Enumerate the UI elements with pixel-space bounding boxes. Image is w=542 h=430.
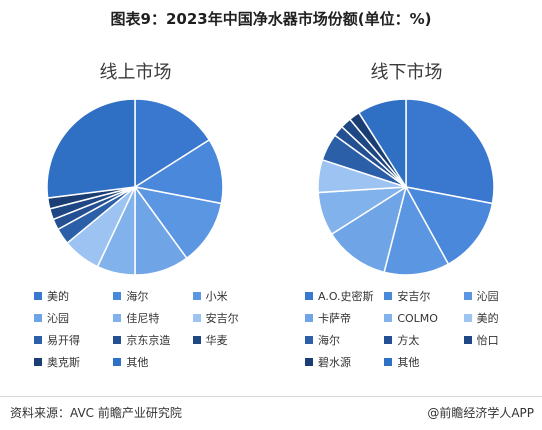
legend-item: 美的 — [463, 310, 535, 326]
legend-label: 易开得 — [47, 334, 80, 347]
legend-item: 海尔 — [113, 288, 184, 304]
legend-item: 其他 — [113, 354, 184, 370]
pie-slice-0-0 — [134, 98, 211, 189]
legend-label: 佳尼特 — [126, 312, 160, 325]
legend-swatch — [113, 358, 122, 366]
legend-item: 小米 — [192, 288, 264, 304]
legend-item: 安吉尔 — [192, 310, 264, 326]
legend-label: 碧水源 — [318, 356, 351, 369]
legend-item: COLMO — [384, 310, 455, 326]
legend-swatch — [305, 292, 313, 300]
legend-swatch — [305, 314, 313, 322]
online-pie-chart — [46, 98, 224, 276]
legend-swatch — [113, 314, 122, 322]
online-legend: 美的 海尔 小米沁园 佳尼特 安吉尔易开得 京东京造 华麦奥克斯 其他 — [34, 288, 264, 370]
legend-label: 华麦 — [205, 334, 228, 347]
pie-slice-1-0 — [405, 98, 495, 205]
pie-slice-0-10 — [46, 98, 136, 199]
pie-slice-1-3 — [330, 185, 408, 274]
offline-pie-chart — [317, 98, 495, 276]
offline-legend: A.O.史密斯 安吉尔 沁园卡萨帝 COLMO 美的海尔 方太 怡口碧水源 其他 — [305, 288, 535, 370]
online-pie-title: 线上市场 — [99, 62, 172, 83]
legend-item: 沁园 — [34, 310, 105, 326]
legend-label: 海尔 — [318, 334, 340, 347]
legend-swatch — [34, 358, 42, 366]
legend-label: 京东京造 — [126, 334, 171, 347]
offline-pie-title: 线下市场 — [370, 62, 443, 83]
legend-item: 海尔 — [305, 332, 376, 348]
legend-swatch — [384, 336, 393, 344]
legend-label: 海尔 — [126, 290, 149, 303]
legend-swatch — [384, 292, 393, 300]
legend-swatch — [113, 292, 122, 300]
legend-item: 碧水源 — [305, 354, 376, 370]
legend-swatch — [113, 336, 122, 344]
pie-slice-1-2 — [383, 184, 450, 276]
online-market-panel: 线上市场 美的 海尔 小米沁园 佳尼特 安吉尔易开得 京东京造 华麦奥克斯 其他 — [0, 52, 271, 382]
legend-swatch — [463, 292, 472, 300]
legend-swatch — [305, 358, 313, 366]
legend-label: A.O.史密斯 — [318, 290, 374, 303]
pie-slice-0-1 — [132, 138, 224, 205]
legend-item: A.O.史密斯 — [305, 288, 376, 304]
legend-label: 美的 — [47, 290, 69, 303]
legend-label: 怡口 — [476, 334, 499, 347]
legend-swatch — [34, 292, 42, 300]
offline-market-panel: 线下市场 A.O.史密斯 安吉尔 沁园卡萨帝 COLMO 美的海尔 方太 怡口碧水源 其他 — [271, 52, 542, 382]
legend-label: 奥克斯 — [47, 356, 80, 369]
legend-label: 其他 — [397, 356, 420, 369]
legend-label: COLMO — [397, 311, 438, 325]
pie-slice-1-1 — [404, 185, 494, 266]
legend-item: 美的 — [34, 288, 105, 304]
source-text: 资料来源：AVC 前瞻产业研究院 — [10, 406, 182, 420]
legend-label: 其他 — [126, 356, 149, 369]
legend-item: 京东京造 — [113, 332, 184, 348]
legend-item: 华麦 — [192, 332, 264, 348]
legend-item: 沁园 — [463, 288, 535, 304]
legend-swatch — [384, 358, 393, 366]
legend-swatch — [192, 314, 201, 322]
pie-slice-1-10 — [357, 98, 407, 190]
legend-swatch — [34, 336, 42, 344]
legend-swatch — [34, 314, 42, 322]
legend-label: 卡萨帝 — [318, 312, 351, 325]
legend-item: 奥克斯 — [34, 354, 105, 370]
brand-text: @前瞻经济学人APP — [427, 406, 534, 420]
legend-item: 佳尼特 — [113, 310, 184, 326]
legend-label: 安吉尔 — [397, 290, 431, 303]
footer: 资料来源：AVC 前瞻产业研究院 @前瞻经济学人APP — [0, 396, 542, 423]
legend-label: 小米 — [205, 290, 228, 303]
legend-label: 方太 — [397, 334, 420, 347]
legend-label: 美的 — [476, 312, 499, 325]
legend-swatch — [192, 292, 201, 300]
legend-item: 易开得 — [34, 332, 105, 348]
legend-item: 安吉尔 — [384, 288, 455, 304]
legend-item: 怡口 — [463, 332, 535, 348]
legend-label: 安吉尔 — [205, 312, 239, 325]
legend-swatch — [463, 314, 472, 322]
pie-slice-0-2 — [133, 185, 223, 260]
legend-item: 其他 — [384, 354, 455, 370]
chart-title: 图表9：2023年中国净水器市场份额(单位：%) — [110, 10, 432, 28]
legend-label: 沁园 — [476, 290, 499, 303]
legend-swatch — [463, 336, 472, 344]
legend-swatch — [192, 336, 201, 344]
legend-item: 方太 — [384, 332, 455, 348]
legend-item: 卡萨帝 — [305, 310, 376, 326]
legend-swatch — [384, 314, 393, 322]
legend-swatch — [305, 336, 313, 344]
legend-label: 沁园 — [47, 312, 69, 325]
